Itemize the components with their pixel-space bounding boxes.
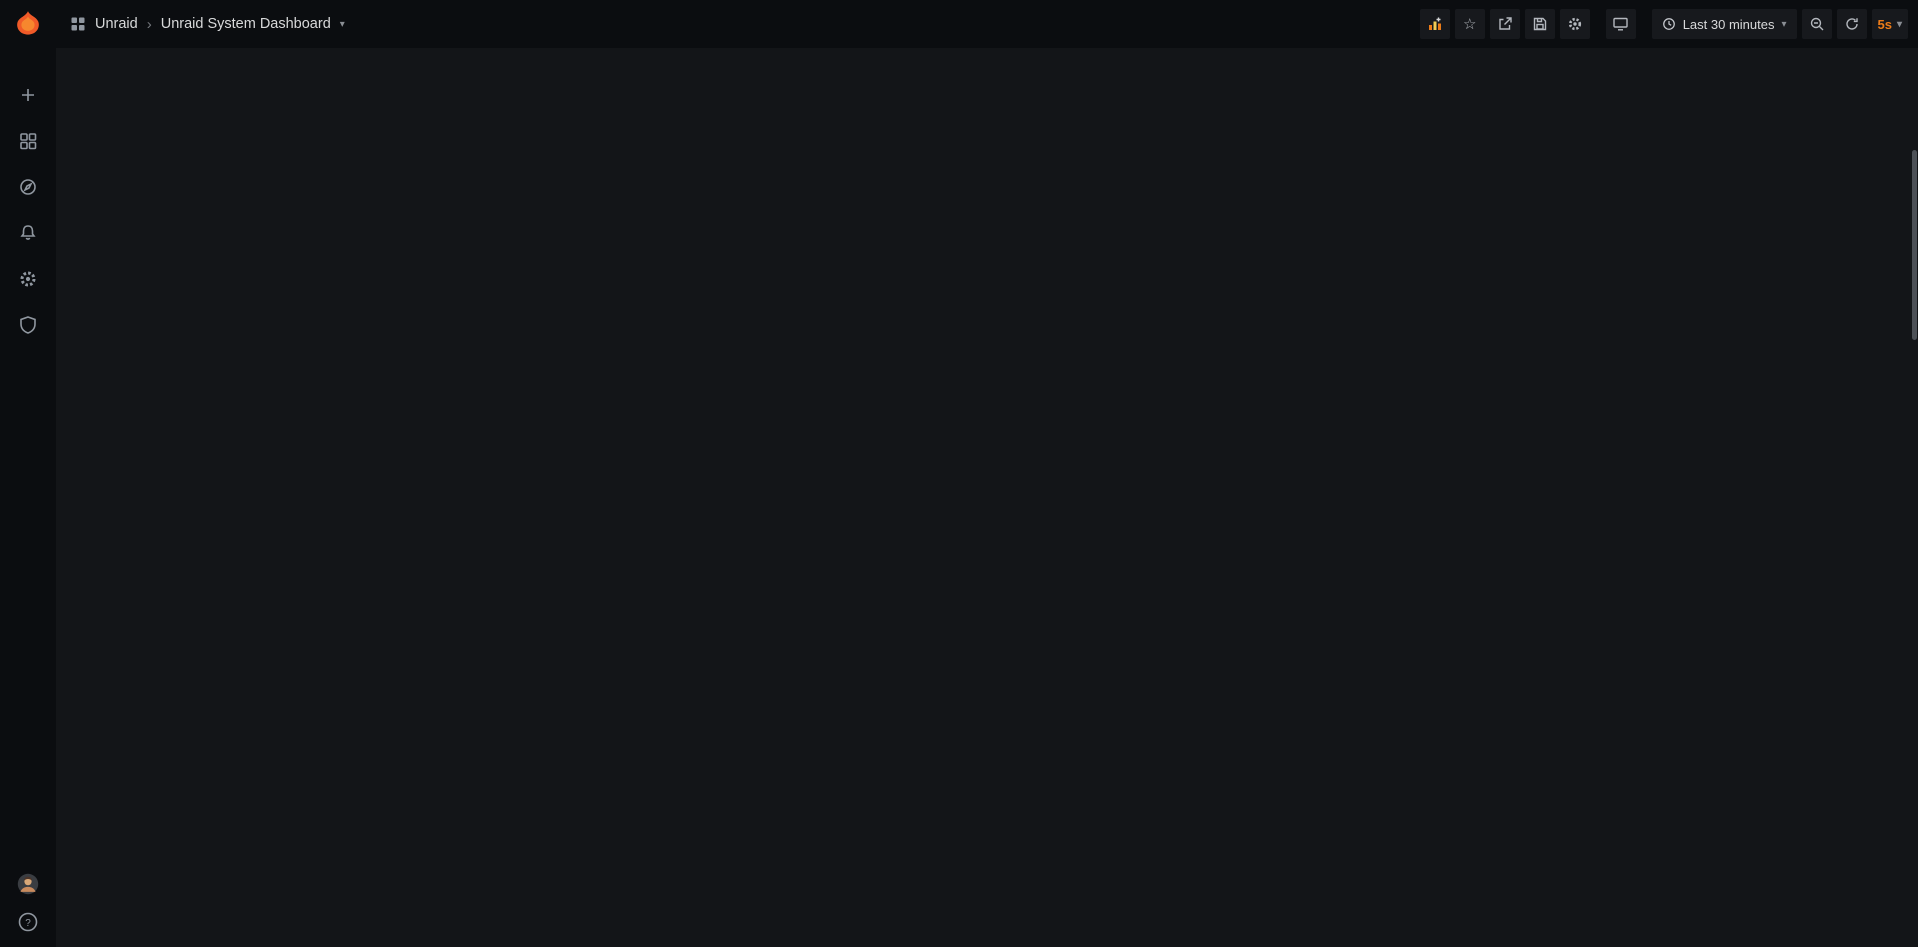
chevron-down-icon: ▾ (1896, 18, 1902, 30)
alerting-bell-icon[interactable] (17, 222, 39, 244)
server-admin-shield-icon[interactable] (17, 314, 39, 336)
clock-icon (1662, 18, 1675, 30)
refresh-interval-picker[interactable]: 5s ▾ (1871, 9, 1908, 39)
zoom-out-button[interactable] (1801, 9, 1832, 39)
breadcrumb-app[interactable]: Unraid (95, 16, 138, 32)
dashboard: kWh Price 0.65 ▾ Currency kr ▾ UPS Max O… (56, 48, 82, 57)
dashboards-icon[interactable] (17, 130, 39, 152)
user-avatar[interactable] (17, 873, 39, 895)
time-range-picker[interactable]: Last 30 minutes ▾ (1651, 9, 1797, 39)
grafana-logo-icon[interactable] (11, 8, 45, 42)
chevron-down-icon: ▾ (1781, 18, 1787, 30)
sidebar-bottom: ? (17, 873, 39, 933)
refresh-button[interactable] (1836, 9, 1867, 39)
save-button[interactable] (1524, 9, 1555, 39)
chevron-down-icon[interactable]: ▾ (339, 18, 345, 30)
sidebar: ? (0, 0, 56, 947)
topbar: Unraid › Unraid System Dashboard ▾ ☆ Las… (56, 0, 1918, 48)
explore-compass-icon[interactable] (17, 176, 39, 198)
favorite-star-icon[interactable]: ☆ (1454, 9, 1485, 39)
breadcrumb-separator: › (146, 15, 152, 33)
create-plus-icon[interactable] (17, 84, 39, 106)
breadcrumb: Unraid › Unraid System Dashboard ▾ (70, 16, 345, 33)
share-button[interactable] (1489, 9, 1520, 39)
add-panel-button[interactable] (1419, 9, 1450, 39)
variable-label: kWh Price (77, 56, 82, 57)
time-range-label: Last 30 minutes (1682, 16, 1775, 32)
tv-mode-button[interactable] (1605, 9, 1636, 39)
dashboard-settings-gear-icon[interactable] (1559, 9, 1590, 39)
page-scrollbar-thumb[interactable] (1912, 150, 1917, 340)
svg-text:?: ? (25, 918, 31, 929)
apps-grid-icon (71, 17, 85, 31)
configuration-gear-icon[interactable] (17, 268, 39, 290)
help-icon[interactable]: ? (17, 911, 39, 933)
dashboard-title[interactable]: Unraid System Dashboard (160, 16, 331, 32)
refresh-interval-label: 5s (1877, 16, 1892, 32)
sidebar-nav (17, 84, 39, 336)
